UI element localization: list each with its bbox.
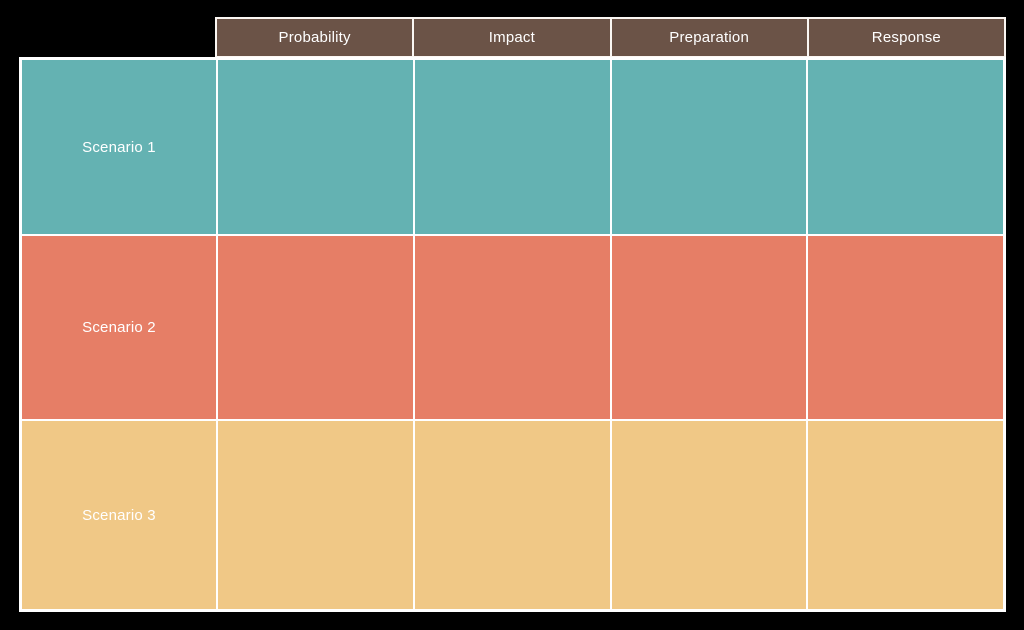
column-header-preparation[interactable]: Preparation [611, 19, 807, 56]
table-cell-scenario-2-probability[interactable] [218, 236, 413, 419]
table-header-row: Probability Impact Preparation Response [215, 17, 1006, 58]
table-cell-scenario-3-response[interactable] [808, 421, 1003, 609]
column-header-probability[interactable]: Probability [217, 19, 413, 56]
table-cell-scenario-3-impact[interactable] [414, 421, 610, 609]
column-header-impact[interactable]: Impact [414, 19, 610, 56]
table-cell-scenario-1-impact[interactable] [414, 60, 610, 234]
table-cell-scenario-2-impact[interactable] [414, 236, 610, 419]
table-cell-scenario-1-response[interactable] [808, 60, 1003, 234]
row-label-scenario-3[interactable]: Scenario 3 [22, 421, 216, 609]
table-cell-scenario-1-probability[interactable] [218, 60, 413, 234]
row-label-scenario-2[interactable]: Scenario 2 [22, 236, 216, 419]
table-cell-scenario-2-preparation[interactable] [611, 236, 807, 419]
table-body: Scenario 1 Scenario 2 Scenario 3 [19, 57, 1006, 612]
table-cell-scenario-3-preparation[interactable] [611, 421, 807, 609]
row-label-scenario-1[interactable]: Scenario 1 [22, 60, 216, 234]
table-cell-scenario-1-preparation[interactable] [611, 60, 807, 234]
table-cell-scenario-2-response[interactable] [808, 236, 1003, 419]
column-header-response[interactable]: Response [808, 19, 1004, 56]
table-cell-scenario-3-probability[interactable] [218, 421, 413, 609]
